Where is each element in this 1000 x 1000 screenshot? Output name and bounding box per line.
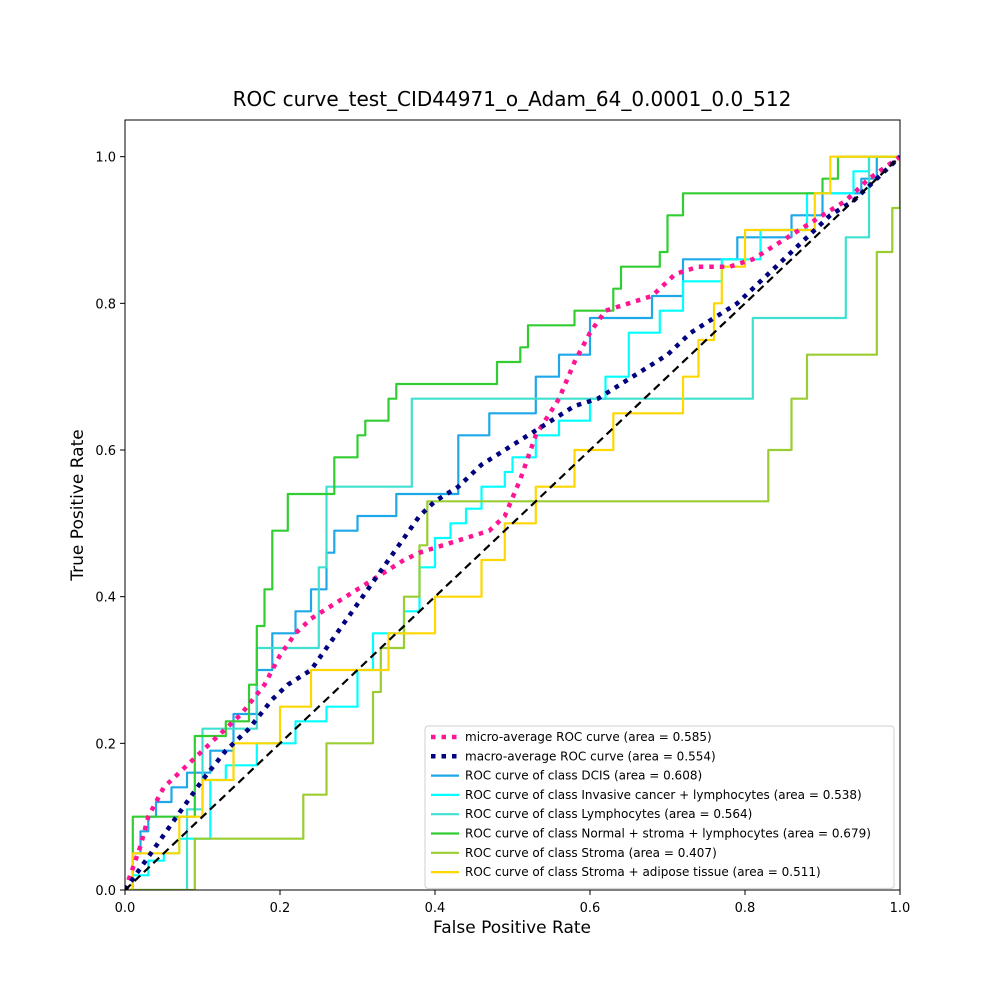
- legend-entry: ROC curve of class Lymphocytes (area = 0…: [465, 807, 752, 821]
- x-axis: 0.0 0.2 0.4 0.6 0.8 1.0: [115, 890, 911, 916]
- legend-entry: ROC curve of class Normal + stroma + lym…: [465, 827, 871, 841]
- series-line-roc-curve-of-class-normal-stroma-lymphocytes: [125, 155, 900, 890]
- y-tick-label: 0.6: [95, 444, 116, 459]
- chart-title: ROC curve_test_CID44971_o_Adam_64_0.0001…: [233, 87, 792, 111]
- y-axis-label: True Positive Rate: [68, 429, 88, 581]
- x-tick-label: 0.0: [115, 901, 136, 916]
- x-axis-label: False Positive Rate: [433, 918, 591, 938]
- x-tick-label: 1.0: [890, 901, 911, 916]
- legend-entry: macro-average ROC curve (area = 0.554): [465, 749, 716, 763]
- y-tick-label: 0.8: [95, 297, 116, 312]
- legend: micro-average ROC curve (area = 0.585) ma…: [424, 725, 895, 889]
- legend-entry: ROC curve of class Invasive cancer + lym…: [465, 788, 862, 802]
- plot-area: [124, 119, 901, 891]
- series-layer: [125, 154, 900, 890]
- legend-entry: ROC curve of class DCIS (area = 0.608): [465, 769, 702, 783]
- y-axis: 0.0 0.2 0.4 0.6 0.8 1.0: [95, 151, 125, 899]
- legend-entry: ROC curve of class Stroma (area = 0.407): [465, 846, 717, 860]
- y-tick-label: 0.2: [95, 737, 116, 752]
- y-tick-label: 1.0: [95, 151, 116, 166]
- legend-box: [424, 725, 895, 889]
- legend-entry: micro-average ROC curve (area = 0.585): [465, 730, 712, 744]
- series-line-macro-average-roc-curve: [125, 155, 900, 890]
- series-line-roc-curve-of-class-dcis: [125, 155, 900, 890]
- reference-diagonal-line: [125, 155, 900, 890]
- plot-frame: [124, 119, 901, 891]
- x-tick-label: 0.8: [735, 901, 756, 916]
- x-tick-label: 0.4: [425, 901, 446, 916]
- x-tick-label: 0.6: [580, 901, 601, 916]
- y-tick-label: 0.0: [95, 884, 116, 899]
- legend-entry: ROC curve of class Stroma + adipose tiss…: [465, 865, 821, 879]
- series-line-roc-curve-of-class-stroma: [125, 156, 900, 890]
- y-tick-label: 0.4: [95, 591, 116, 606]
- x-tick-label: 0.2: [270, 901, 291, 916]
